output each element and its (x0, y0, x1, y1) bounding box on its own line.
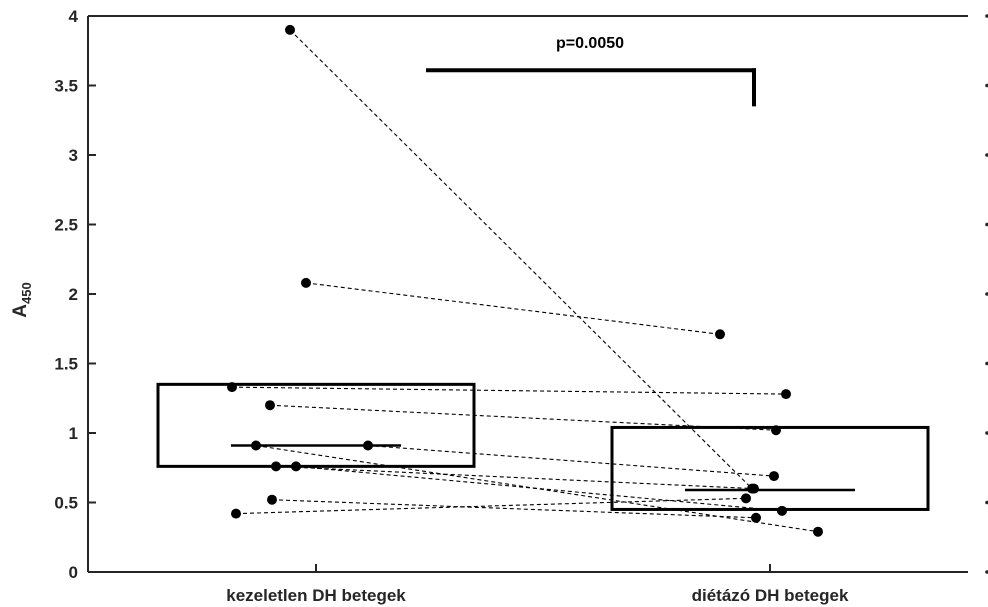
pair-line (255, 444, 819, 533)
box-rect (610, 425, 930, 511)
y-tick-label: 2.5 (54, 216, 78, 235)
y-tick-label: 4 (69, 7, 79, 26)
pair-line (295, 465, 783, 512)
right-tick-dot (985, 570, 988, 574)
data-point (291, 461, 301, 472)
data-point (741, 493, 751, 504)
data-point (751, 512, 761, 523)
data-point (781, 389, 791, 400)
pair-lines (231, 29, 819, 533)
right-tick-dot (985, 83, 988, 88)
data-point (769, 471, 779, 482)
y-tick-label: 0 (69, 563, 78, 582)
pair-line (367, 444, 775, 477)
right-tick-dot (985, 361, 988, 366)
data-point (747, 483, 757, 494)
data-point (771, 425, 781, 436)
y-tick-label: 1.5 (54, 355, 78, 374)
pair-line (235, 497, 747, 515)
data-point (227, 382, 237, 393)
data-point (267, 494, 277, 505)
pair-line (271, 499, 757, 519)
box-rect (156, 382, 476, 468)
pair-line (289, 29, 753, 489)
y-ticks: 0 0.5 1 1.5 2 2.5 3 3.5 4 (54, 7, 988, 582)
x-category-label: kezeletlen DH betegek (226, 586, 406, 605)
pair-line (231, 386, 787, 395)
right-tick-dot (985, 431, 988, 435)
data-point (271, 461, 281, 472)
data-point (813, 526, 823, 537)
x-category-labels: kezeletlen DH betegek diétázó DH betegek (226, 564, 849, 605)
y-axis-label-subscript: 450 (19, 282, 34, 304)
data-point (777, 505, 787, 516)
data-point (231, 508, 241, 519)
y-tick-label: 2 (69, 285, 78, 304)
data-point (285, 24, 295, 35)
significance-bracket (426, 68, 756, 107)
x-category-label: diétázó DH betegek (692, 586, 849, 605)
y-tick-label: 0.5 (54, 494, 78, 513)
y-tick-label: 3.5 (54, 77, 78, 96)
data-points (227, 24, 823, 537)
data-point (301, 277, 311, 288)
y-axis-label-main: A (10, 304, 31, 318)
right-tick-dot (985, 292, 988, 296)
right-tick-dot (985, 500, 988, 505)
data-point (265, 400, 275, 411)
data-point (363, 440, 373, 451)
data-point (715, 329, 725, 340)
axes (87, 15, 968, 573)
y-tick-label: 3 (69, 146, 78, 165)
right-tick-dot (985, 14, 988, 18)
right-tick-dot (985, 222, 988, 227)
pair-line (305, 282, 721, 335)
pair-line (275, 465, 755, 490)
right-tick-dot (985, 153, 988, 157)
p-value-annotation: p=0.0050 (556, 35, 624, 52)
y-tick-label: 1 (69, 424, 78, 443)
data-point (251, 440, 261, 451)
y-axis-label: A450 (10, 282, 34, 317)
